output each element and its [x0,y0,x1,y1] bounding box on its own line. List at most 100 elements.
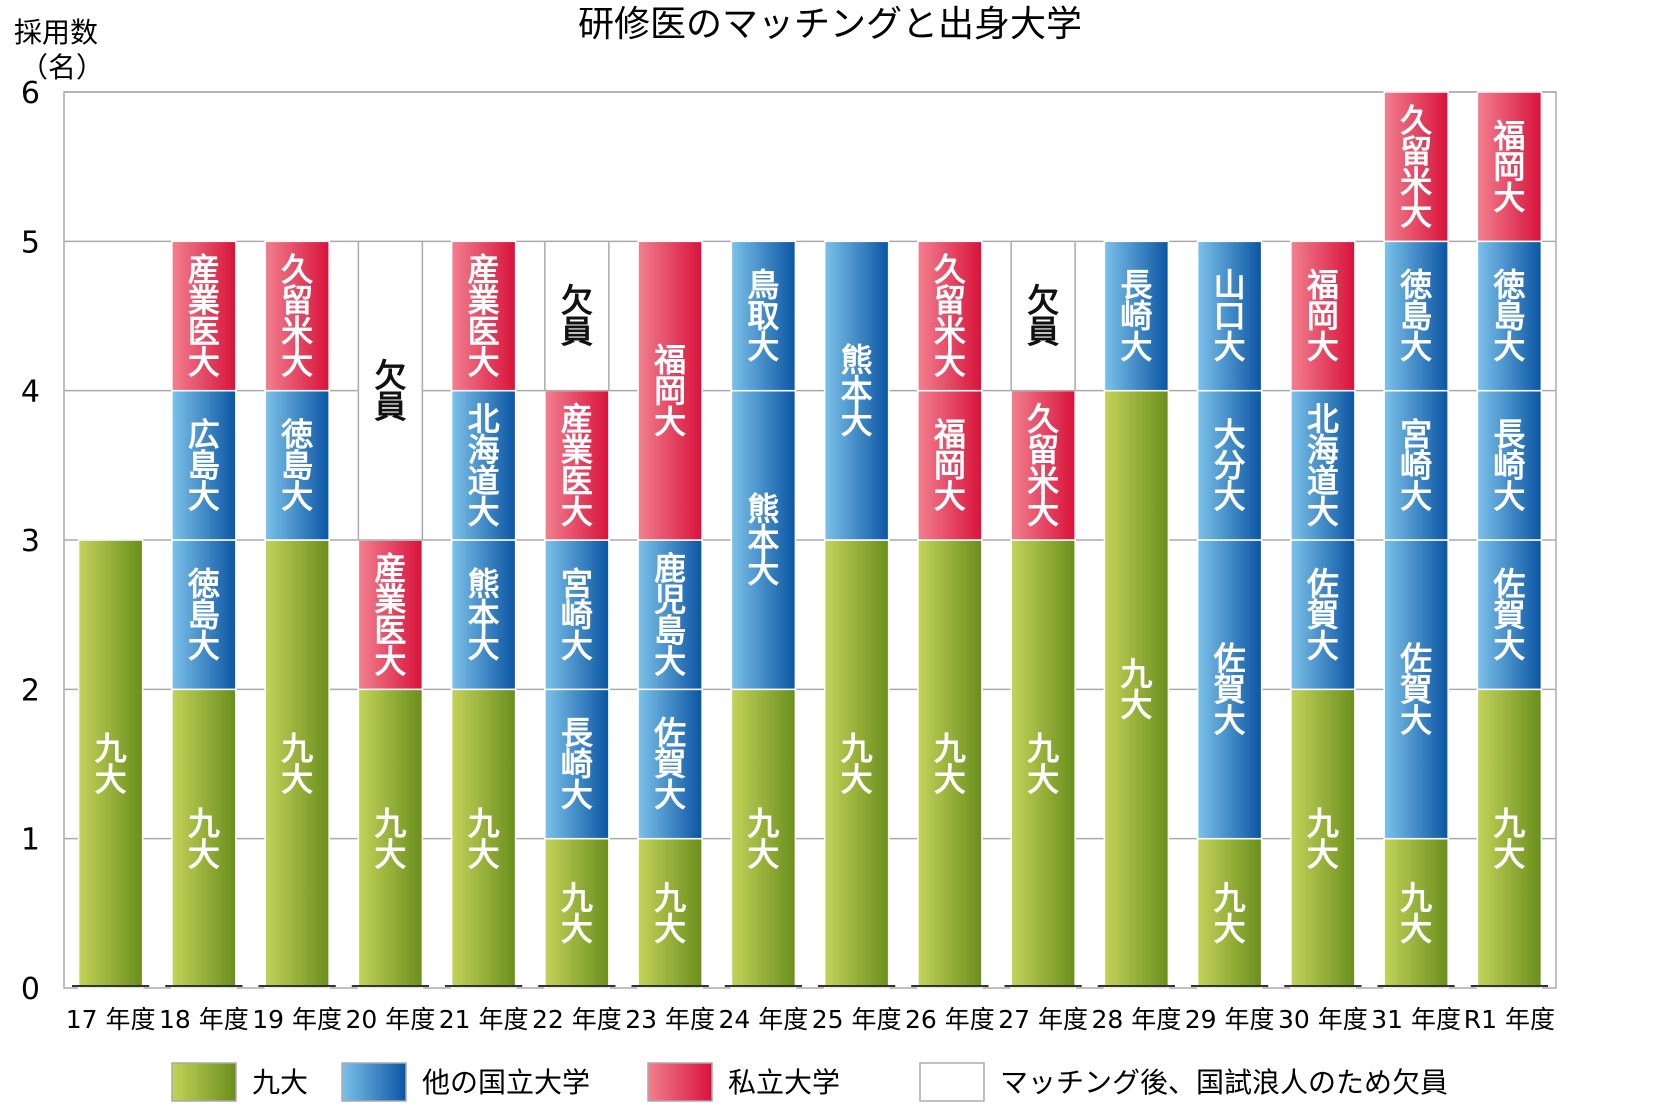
bar-segment-national [1290,389,1356,541]
vacant-outline [1010,240,1076,392]
bar-segment-label: 鹿児島大 [654,549,686,680]
bar-segment-label: 九大 [747,804,779,873]
bar-segment-label: 欠員 [561,282,593,351]
bar-segment-national [264,389,330,541]
bar-segment-label: 熊本大 [841,341,873,441]
bar-segment-national [637,539,703,691]
legend-label-private: 私立大学 [728,1066,840,1099]
bar-segment-label: 九大 [374,804,406,873]
bar-segment-private [1476,91,1543,243]
bar-segment-national [1476,389,1543,541]
bar-segment-label: 九大 [1214,879,1246,948]
bar-segment-kyudai [1196,837,1263,989]
bar-segment-label: 九大 [281,730,313,799]
legend-swatch-vacant [919,1062,985,1102]
x-tick-label: 21 年度 [439,1005,529,1034]
x-tick-label: 29 年度 [1185,1005,1275,1034]
y-axis-label-line2: （名） [20,51,104,84]
x-tick-label: 28 年度 [1091,1005,1181,1034]
bar-segment-label: 福岡大 [1306,266,1339,366]
x-tick-label: 25 年度 [812,1005,902,1034]
x-tick-label: 24 年度 [718,1005,808,1034]
bar-segment-national [1383,539,1449,840]
vacant-outline [544,240,610,392]
bar-segment-label: 九大 [1027,730,1059,799]
bar-segment-label: 欠員 [1027,282,1059,351]
bar-segment-label: 九大 [188,804,220,873]
bar-segment-national [637,688,703,840]
bar-segment-national [1476,539,1543,691]
bar-segment-kyudai [77,539,144,989]
bar-segment-label: 九大 [1307,804,1339,873]
bar-segment-label: 久留米大 [934,251,966,382]
bar-segment-label: 佐賀大 [653,714,686,814]
legend-label-vacant: マッチング後、国試浪人のため欠員 [1000,1066,1448,1099]
bar-segment-national [1383,240,1449,392]
x-tick-label: 31 年度 [1371,1005,1461,1034]
chart-title: 研修医のマッチングと出身大学 [578,4,1082,45]
bar-segment-label: 九大 [841,730,873,799]
bar-segment-label: 長崎大 [1120,266,1153,366]
bar-segment-kyudai [544,837,610,989]
bar-segment-kyudai [917,539,983,989]
bar-segment-label: 徳島大 [1399,266,1432,366]
bar-segment-private [450,240,517,392]
bar-segment-label: 鳥取大 [747,266,779,366]
x-tick-label: 20 年度 [345,1005,435,1034]
bar-segment-label: 九大 [934,730,966,799]
x-tick-label: 27 年度 [998,1005,1088,1034]
bar-segment-label: 産業医大 [561,400,593,531]
bar-segment-private [1010,389,1076,541]
bar-segment-national [1196,389,1263,541]
x-tick-label: R1 年度 [1464,1005,1555,1034]
bar-segment-label: 福岡大 [653,341,686,441]
bar-segment-label: 佐賀大 [1306,565,1339,665]
bar-segment-private [637,240,703,541]
legend-swatch-national [341,1062,407,1102]
bar-segment-label: 熊本大 [468,565,500,665]
bar-segment-label: 佐賀大 [1399,639,1432,739]
bar-segment-national [1476,240,1543,392]
x-tick-label: 18 年度 [159,1005,249,1034]
bar-segment-national [450,539,517,691]
bar-segment-private [264,240,330,392]
y-tick-label: 4 [21,375,40,410]
bar-segment-private [171,240,237,392]
bar-segment-kyudai [450,688,517,989]
bar-segment-national [1103,240,1170,392]
bar-segment-label: 九大 [468,804,500,873]
bar-segment-kyudai [1010,539,1076,989]
x-tick-label: 17 年度 [66,1005,156,1034]
bar-segment-label: 九大 [1400,879,1432,948]
bar-segment-label: 山口大 [1214,266,1246,366]
bar-segment-kyudai [171,688,237,989]
y-tick-label: 6 [21,76,40,111]
y-tick-label: 3 [21,524,40,559]
bar-segment-label: 佐賀大 [1492,565,1525,665]
bar-segment-label: 久留米大 [1400,101,1432,232]
bar-segment-national [823,240,890,541]
legend-swatch-kyudai [171,1062,237,1102]
bar-segment-label: 九大 [95,730,127,799]
y-tick-label: 2 [21,673,40,708]
bar-segment-national [171,539,237,691]
bar-segment-kyudai [1290,688,1356,989]
bar-segment-label: 長崎大 [1493,415,1526,515]
bar-segment-national [730,389,797,691]
bar-segment-label: 福岡大 [933,415,966,515]
bar-segment-label: 広島大 [188,415,220,515]
y-tick-label: 0 [21,972,40,1007]
bar-segment-private [544,389,610,541]
vacant-outline [357,240,424,541]
x-tick-label: 22 年度 [532,1005,622,1034]
bar-segment-label: 産業医大 [374,549,406,680]
bar-segment-kyudai [823,539,890,989]
y-axis-label-line1: 採用数 [14,16,98,49]
y-tick-label: 1 [21,823,40,858]
legend-label-national: 他の国立大学 [422,1066,590,1099]
bar-segment-label: 九大 [561,879,593,948]
bar-segment-national [544,688,610,840]
bar-segment-label: 九大 [654,879,686,948]
